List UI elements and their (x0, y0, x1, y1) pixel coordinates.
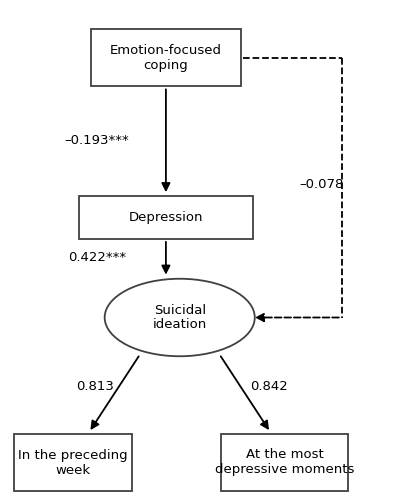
Ellipse shape (105, 279, 255, 356)
Text: Depression: Depression (129, 211, 203, 224)
Text: 0.842: 0.842 (250, 380, 288, 392)
Text: 0.813: 0.813 (76, 380, 114, 392)
Text: –0.193***: –0.193*** (64, 134, 129, 146)
FancyBboxPatch shape (14, 434, 132, 491)
Text: 0.422***: 0.422*** (68, 251, 126, 264)
Text: At the most
depressive moments: At the most depressive moments (215, 448, 354, 476)
Text: In the preceding
week: In the preceding week (18, 448, 128, 476)
FancyBboxPatch shape (221, 434, 348, 491)
Text: Suicidal
ideation: Suicidal ideation (152, 304, 207, 332)
FancyBboxPatch shape (91, 28, 241, 86)
FancyBboxPatch shape (79, 196, 253, 239)
Text: –0.078: –0.078 (300, 178, 344, 192)
Text: Emotion-focused
coping: Emotion-focused coping (110, 44, 222, 72)
